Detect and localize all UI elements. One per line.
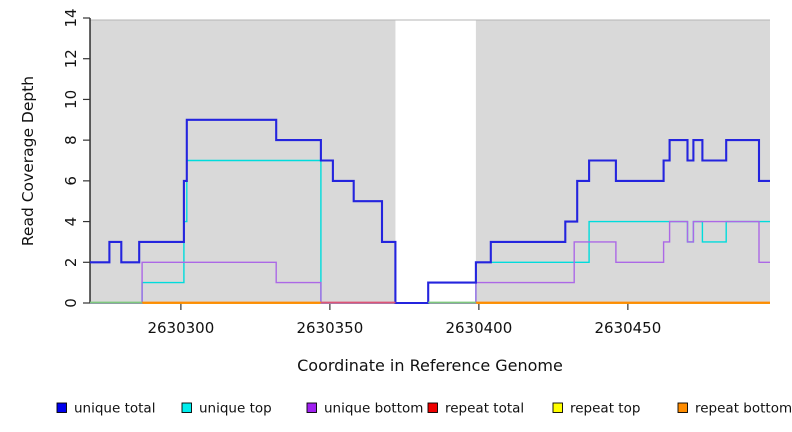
shaded-region <box>90 20 396 303</box>
legend-label-repeat-bottom: repeat bottom <box>695 401 792 417</box>
tick-labels-group: 0 2 4 6 8 10 12 14 2630300 2630350 2630400 2630450 <box>62 8 661 337</box>
x-tick-label: 2630400 <box>445 319 512 337</box>
legend-group: unique total unique top unique bottom repea… <box>56 401 792 417</box>
y-tick-label: 8 <box>62 135 80 145</box>
y-tick-label: 12 <box>62 49 80 68</box>
legend-label-unique-total: unique total <box>74 401 155 417</box>
legend-swatch-repeat-bottom <box>677 402 688 413</box>
y-tick-label: 10 <box>62 90 80 109</box>
x-axis-title: Coordinate in Reference Genome <box>297 356 563 375</box>
x-tick-label: 2630450 <box>594 319 661 337</box>
legend-label-unique-top: unique top <box>199 401 272 417</box>
series-line-unique-top <box>90 159 770 304</box>
legend-swatch-unique-total <box>56 402 67 413</box>
y-tick-label: 4 <box>62 217 80 227</box>
y-axis-title: Read Coverage Depth <box>19 76 37 246</box>
legend-swatch-unique-top <box>181 402 192 413</box>
legend-swatch-repeat-total <box>427 402 438 413</box>
x-tick-label: 2630300 <box>147 319 214 337</box>
y-tick-label: 14 <box>62 8 80 27</box>
legend-label-repeat-total: repeat total <box>445 401 524 417</box>
legend-swatch-repeat-top <box>552 402 563 413</box>
y-tick-label: 6 <box>62 176 80 186</box>
legend-swatch-unique-bottom <box>306 402 317 413</box>
series-line-unique-total <box>90 118 770 305</box>
legend-label-repeat-top: repeat top <box>570 401 640 417</box>
y-tick-label: 0 <box>62 298 80 308</box>
legend-label-unique-bottom: unique bottom <box>324 401 423 417</box>
series-line-unique-bottom <box>90 220 770 304</box>
x-tick-label: 2630350 <box>296 319 363 337</box>
y-tick-label: 2 <box>62 258 80 268</box>
